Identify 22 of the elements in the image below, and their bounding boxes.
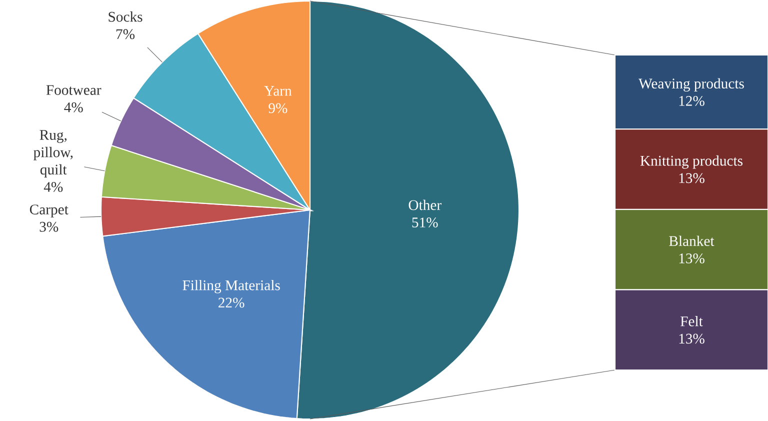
series-label: Blanket bbox=[669, 236, 714, 246]
data-label: 4% bbox=[64, 102, 83, 112]
data-label: 22% bbox=[218, 298, 244, 308]
slice-label: Filling Materials bbox=[182, 280, 280, 294]
data-label: 12% bbox=[679, 96, 704, 106]
slice-label: Rug, pillow, quilt bbox=[34, 130, 73, 178]
series-label: Weaving products bbox=[638, 78, 744, 92]
data-label: 13% bbox=[679, 334, 704, 344]
data-label: 4% bbox=[44, 182, 63, 192]
data-label: 13% bbox=[679, 253, 704, 264]
data-label: 7% bbox=[116, 29, 135, 40]
slice-label: Carpet bbox=[30, 204, 68, 218]
slice-label: Footwear bbox=[46, 85, 102, 95]
data-label: 9% bbox=[268, 103, 288, 114]
series-label: Felt bbox=[680, 316, 703, 326]
series-label: Knitting products bbox=[640, 155, 742, 169]
data-label: 51% bbox=[412, 218, 438, 228]
slice-label: Yarn bbox=[264, 86, 292, 96]
slice-label: Other bbox=[408, 200, 442, 210]
data-label: 13% bbox=[679, 173, 704, 184]
slice-label: Socks bbox=[108, 11, 142, 22]
data-label: 3% bbox=[40, 222, 58, 232]
